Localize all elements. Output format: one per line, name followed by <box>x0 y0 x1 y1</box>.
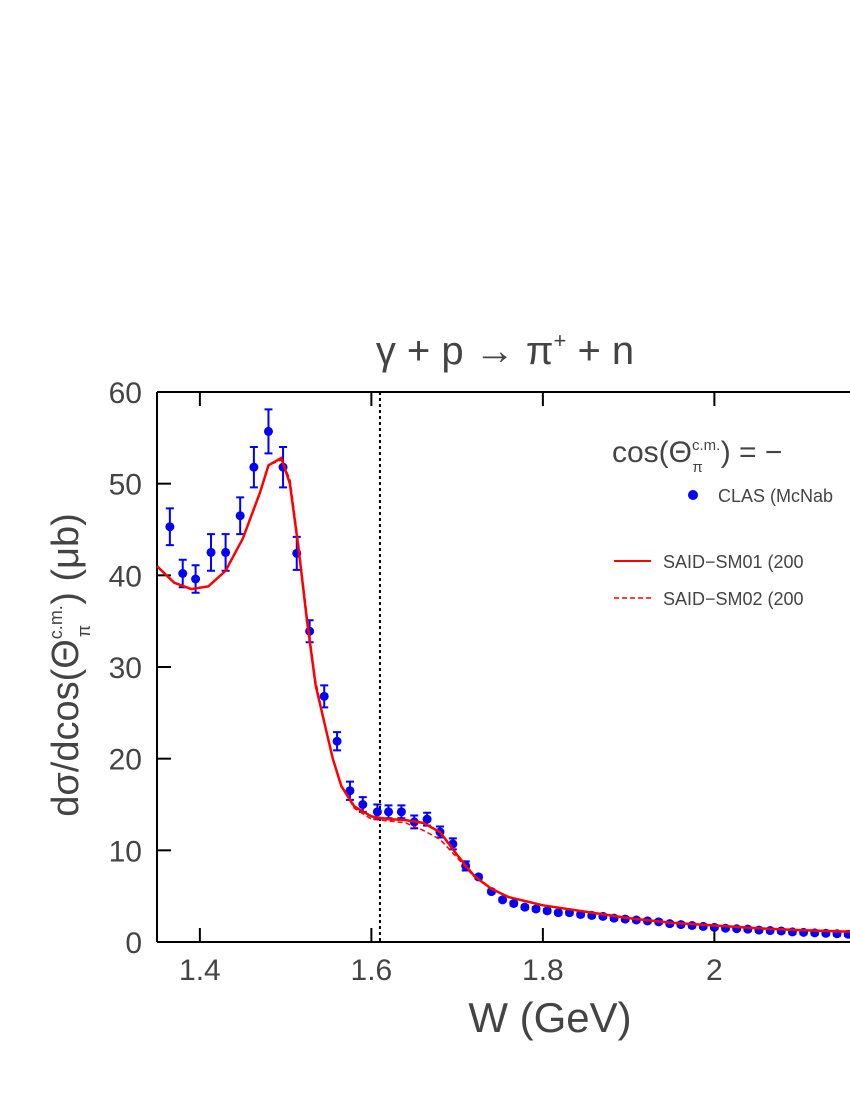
y-tick-label: 30 <box>109 652 142 685</box>
data-point <box>319 691 329 701</box>
data-point <box>165 522 175 532</box>
data-point <box>206 547 216 557</box>
model-curve <box>156 456 850 933</box>
legend-heading: cos(Θc.m. π ) = − <box>612 436 782 476</box>
y-tick-label: 50 <box>109 469 142 502</box>
legend-label: CLAS (McNab <box>718 486 833 506</box>
data-point <box>221 547 231 557</box>
title-sup: + <box>553 328 566 353</box>
legend-heading-tail: ) = − <box>721 436 783 469</box>
data-point <box>743 924 753 934</box>
data-point <box>542 906 552 916</box>
data-point <box>509 899 519 908</box>
y-tick-label: 0 <box>125 927 142 960</box>
title-tail: + n <box>566 329 634 373</box>
y-label-sub: π <box>74 625 94 637</box>
chart-title: γ + p → π+ + n <box>376 328 634 373</box>
y-axis-label: dσ/dcos(Θc.m. π ) (μb) <box>45 513 94 817</box>
legend-label: SAID−SM01 (200 <box>663 552 804 572</box>
x-tick-label: 1.6 <box>351 954 393 987</box>
data-point <box>384 807 394 817</box>
data-point <box>422 814 432 824</box>
data-point <box>263 426 273 436</box>
data-point <box>776 926 786 936</box>
y-tick-label: 20 <box>109 744 142 777</box>
data-point <box>765 926 775 936</box>
model-curve <box>156 458 850 933</box>
data-point <box>235 511 245 521</box>
x-axis-label: W (GeV) <box>468 994 631 1041</box>
data-point <box>358 800 368 809</box>
y-label-tail: ) (μb) <box>45 513 87 605</box>
y-tick-label: 10 <box>109 835 142 868</box>
data-point <box>553 908 563 918</box>
data-point <box>191 574 201 584</box>
title-base: γ + p → π <box>376 329 554 373</box>
x-tick-label: 1.8 <box>522 954 564 987</box>
data-point <box>372 807 382 817</box>
data-point <box>332 736 342 746</box>
x-tick-label: 1.4 <box>179 954 221 987</box>
legend-heading-base: cos(Θ <box>612 436 692 469</box>
x-tick-label: 2 <box>706 954 723 987</box>
y-tick-label: 60 <box>109 377 142 410</box>
data-point <box>345 786 355 796</box>
data-point <box>498 895 508 905</box>
y-label-sup: c.m. <box>46 605 66 639</box>
legend-heading-sup: c.m. <box>692 437 720 454</box>
legend-marker <box>688 490 698 500</box>
legend-label: SAID−SM02 (200 <box>663 589 804 609</box>
data-point <box>520 902 530 912</box>
y-tick-label: 40 <box>109 560 142 593</box>
data-point <box>178 569 188 578</box>
data-point <box>698 921 708 931</box>
y-label-base: dσ/dcos(Θ <box>45 639 87 817</box>
data-point <box>396 807 406 817</box>
data-point <box>249 462 259 472</box>
legend-heading-sub: π <box>692 459 702 476</box>
data-point <box>531 904 541 914</box>
